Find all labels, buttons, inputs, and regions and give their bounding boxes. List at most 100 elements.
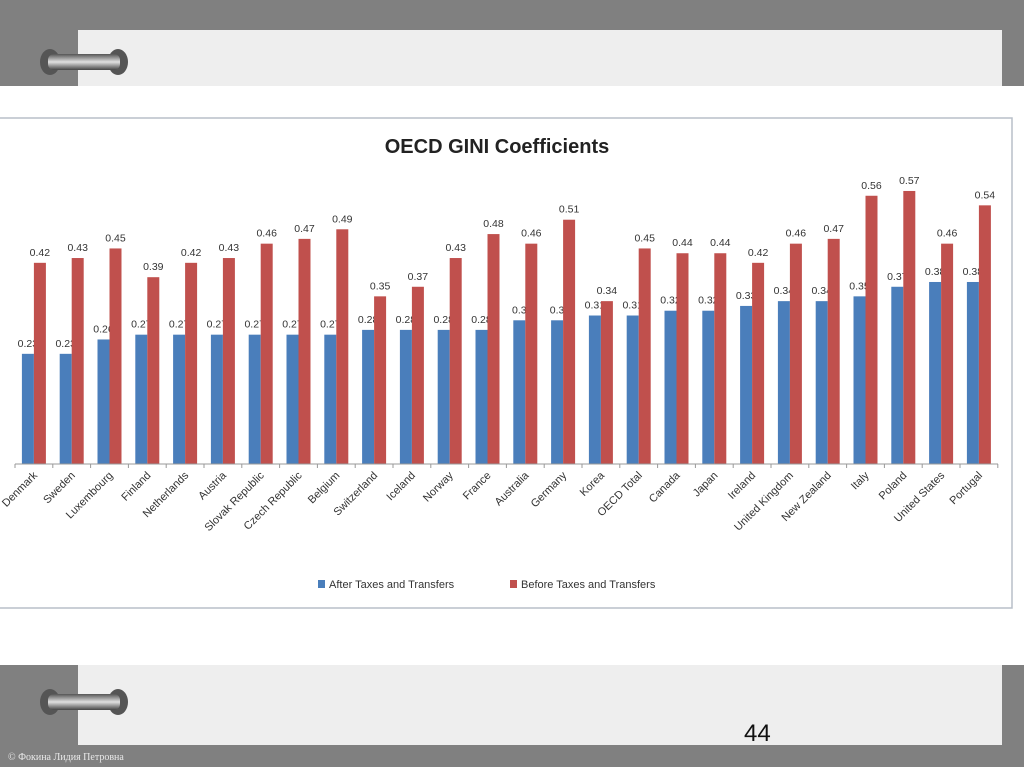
bar-before (336, 229, 349, 464)
data-label: 0.37 (887, 271, 908, 283)
bar-after (853, 296, 866, 464)
page-number: 44 (744, 720, 771, 747)
bar-after (135, 334, 148, 464)
bar-after (475, 329, 488, 464)
data-label: 0.32 (660, 295, 681, 307)
data-label: 0.38 (963, 266, 984, 278)
bar-before (71, 258, 84, 464)
data-label: 0.43 (445, 242, 466, 254)
bar-after (437, 329, 450, 464)
data-label: 0.35 (849, 280, 870, 292)
bar-before (827, 238, 840, 464)
data-label: 0.44 (710, 237, 731, 249)
bar-before (714, 253, 727, 464)
data-label: 0.28 (433, 314, 454, 326)
data-label: 0.28 (358, 314, 379, 326)
bar-before (185, 262, 198, 464)
data-label: 0.32 (698, 295, 719, 307)
data-label: 0.46 (256, 228, 277, 240)
data-label: 0.46 (786, 228, 807, 240)
data-label: 0.28 (471, 314, 492, 326)
bar-after (815, 301, 828, 464)
bar-after (248, 334, 261, 464)
bar-after (929, 281, 942, 464)
bar-before (487, 234, 500, 464)
data-label: 0.45 (634, 232, 655, 244)
data-label: 0.38 (925, 266, 946, 278)
bar-before (865, 195, 878, 464)
bar-after (513, 320, 526, 464)
bar-before (600, 301, 613, 464)
data-label: 0.34 (597, 285, 618, 297)
data-label: 0.56 (861, 180, 882, 192)
data-label: 0.28 (396, 314, 417, 326)
data-label: 0.45 (105, 232, 126, 244)
data-label: 0.23 (55, 338, 76, 350)
bar-after (210, 334, 223, 464)
top-panel (78, 30, 1002, 86)
legend: After Taxes and Transfers Before Taxes a… (318, 579, 656, 591)
bar-after (626, 315, 639, 464)
bar-after (59, 353, 72, 464)
bar-before (676, 253, 689, 464)
bar-after (286, 334, 299, 464)
data-label: 0.34 (774, 285, 795, 297)
copyright: © Фокина Лидия Петровна (8, 752, 124, 763)
data-label: 0.35 (370, 280, 391, 292)
bar-before (449, 258, 462, 464)
data-label: 0.44 (672, 237, 693, 249)
data-label: 0.37 (408, 271, 429, 283)
bar-after (740, 305, 753, 464)
bar-before (525, 243, 538, 464)
data-label: 0.34 (811, 285, 832, 297)
bar-before (109, 248, 122, 464)
bar-after (664, 310, 677, 464)
data-label: 0.31 (585, 300, 606, 312)
bar-before (147, 277, 160, 464)
bar-after (399, 329, 412, 464)
data-label: 0.27 (244, 319, 265, 331)
chart-frame (0, 117, 1013, 609)
data-label: 0.27 (169, 319, 190, 331)
chart-title: OECD GINI Coefficients (385, 136, 609, 158)
binder-ring-icon (40, 49, 128, 75)
bar-before (789, 243, 802, 464)
data-label: 0.26 (93, 323, 114, 335)
data-label: 0.57 (899, 175, 920, 187)
legend-swatch-before (510, 580, 517, 588)
bar-after (173, 334, 186, 464)
legend-label-before: Before Taxes and Transfers (521, 579, 656, 591)
data-label: 0.46 (521, 228, 542, 240)
bar-before (638, 248, 651, 464)
legend-swatch-after (318, 580, 325, 588)
bar-after (21, 353, 34, 464)
data-label: 0.49 (332, 213, 353, 225)
bar-after (324, 334, 337, 464)
data-label: 0.46 (937, 228, 958, 240)
data-label: 0.43 (67, 242, 88, 254)
bar-before (411, 286, 424, 464)
data-label: 0.47 (823, 223, 844, 235)
data-label: 0.27 (131, 319, 152, 331)
data-label: 0.42 (30, 247, 51, 259)
data-label: 0.54 (975, 189, 996, 201)
bar-after (551, 320, 564, 464)
data-label: 0.47 (294, 223, 315, 235)
bar-after (588, 315, 601, 464)
bar-before (563, 219, 576, 464)
binder-ring-icon (40, 689, 128, 715)
data-label: 0.51 (559, 204, 580, 216)
bar-after (966, 281, 979, 464)
data-label: 0.39 (143, 261, 164, 273)
bar-before (222, 258, 235, 464)
bar-after (97, 339, 110, 464)
data-label: 0.42 (748, 247, 769, 259)
data-label: 0.27 (207, 319, 228, 331)
bar-before (260, 243, 273, 464)
bottom-panel (78, 665, 1002, 745)
bar-after (777, 301, 790, 464)
legend-label-after: After Taxes and Transfers (329, 579, 455, 591)
bar-before (903, 190, 916, 464)
data-label: 0.48 (483, 218, 504, 230)
